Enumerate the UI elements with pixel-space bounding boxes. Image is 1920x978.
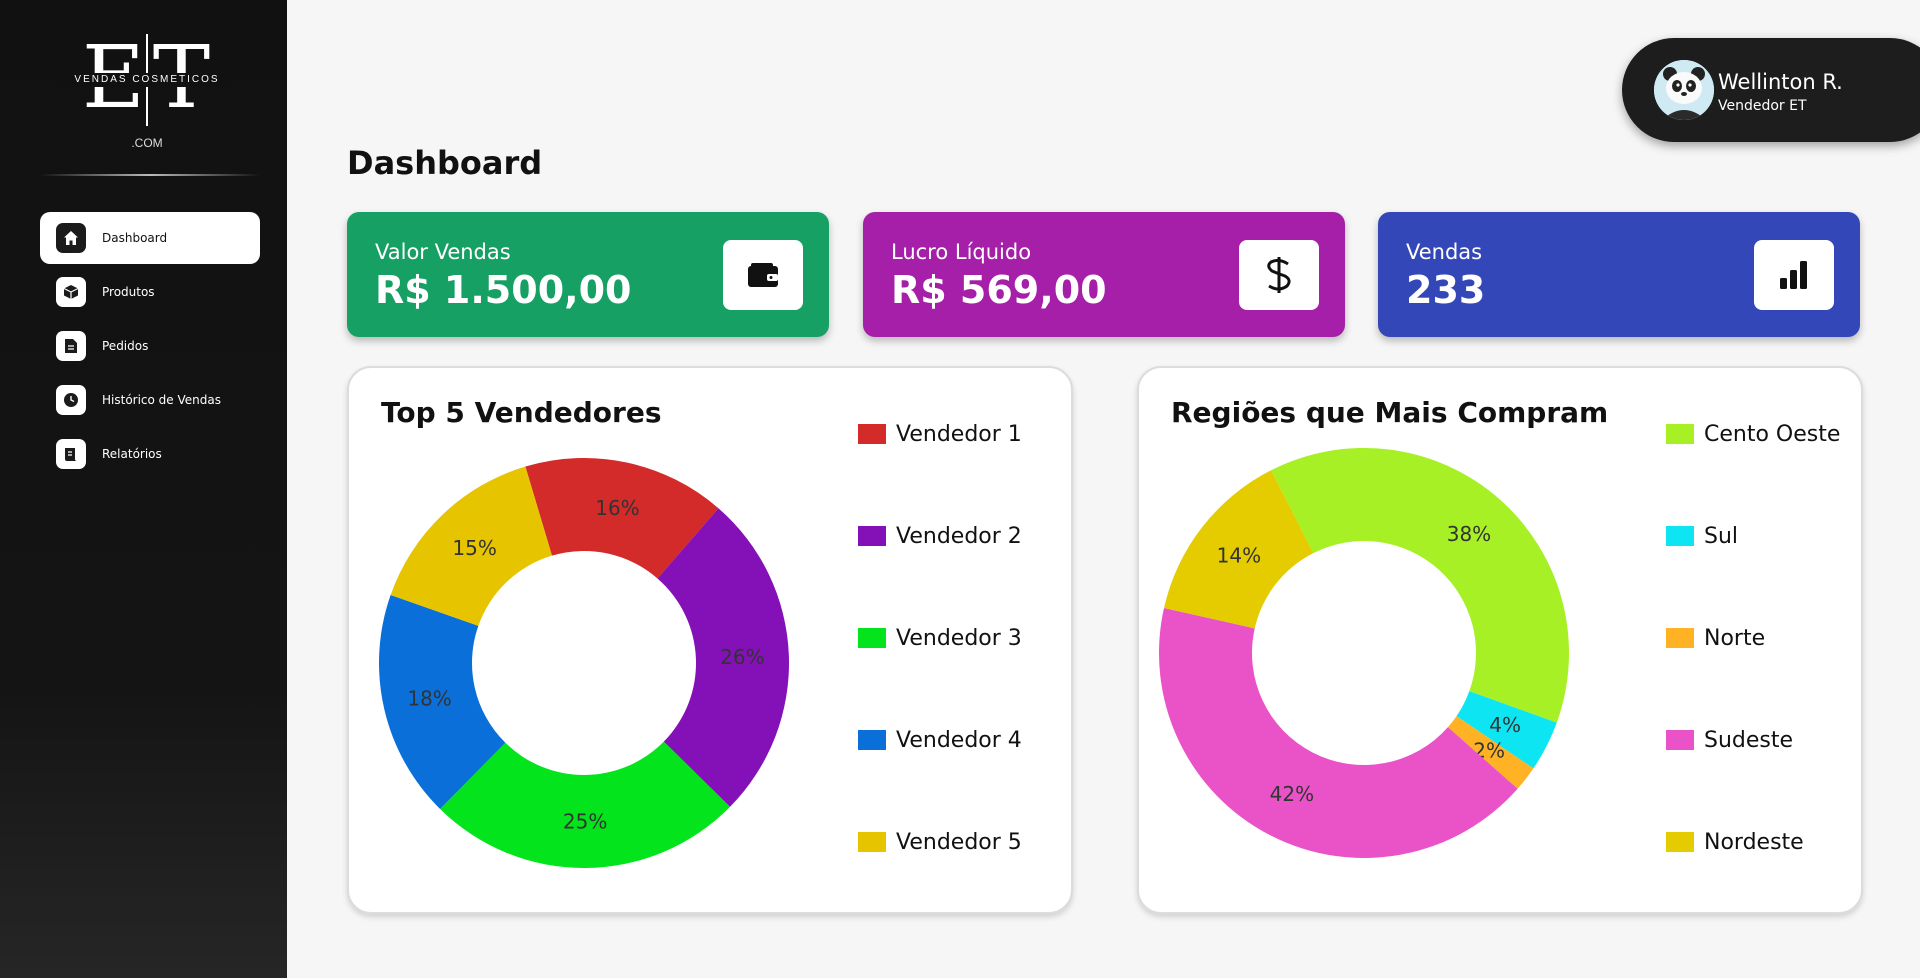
data-label-sul: 4% [1489, 713, 1521, 737]
clock-icon [56, 385, 86, 415]
sidebar-item-relatorios[interactable]: Relatórios [40, 428, 260, 480]
chart-panel-regioes: Regiões que Mais Compram 38% 4% 2% 42% 14% C… [1137, 366, 1863, 914]
kpi-label: Lucro Líquido [891, 240, 1032, 264]
avatar [1654, 60, 1714, 120]
legend-item-sul[interactable]: Sul [1666, 523, 1739, 549]
data-label-vendedor-1: 16% [595, 496, 639, 520]
legend-swatch [858, 832, 886, 852]
legend-item-vendedor-2[interactable]: Vendedor 2 [858, 523, 1022, 549]
slice-vendedor-3[interactable] [440, 741, 731, 868]
chart-title: Top 5 Vendedores [381, 396, 662, 429]
data-label-vendedor-4: 18% [407, 687, 451, 711]
legend-swatch [1666, 526, 1694, 546]
data-label-sudeste: 42% [1270, 782, 1314, 806]
wallet-icon [723, 240, 803, 310]
legend-swatch [1666, 424, 1694, 444]
legend-item-sudeste[interactable]: Sudeste [1666, 727, 1794, 753]
brand-logo[interactable]: ET VENDAS COSMETICOS .COM [62, 28, 232, 158]
legend-swatch [1666, 628, 1694, 648]
legend-label: Vendedor 1 [896, 421, 1022, 447]
donut-chart-vendedores: 16% 26% 25% 18% 15% [379, 458, 789, 868]
sidebar-item-produtos[interactable]: Produtos [40, 266, 260, 318]
legend-label: Sul [1704, 523, 1739, 549]
page-title: Dashboard [347, 144, 543, 182]
slice-vendedor-4[interactable] [379, 594, 506, 810]
kpi-label: Vendas [1406, 240, 1483, 264]
sidebar-item-dashboard[interactable]: Dashboard [40, 212, 260, 264]
legend-label: Vendedor 5 [896, 829, 1022, 855]
chart-panel-top-vendedores: Top 5 Vendedores 16% 26% 25% 18% 15% Vendedo… [347, 366, 1073, 914]
kpi-label: Valor Vendas [375, 240, 511, 264]
legend-item-nordeste[interactable]: Nordeste [1666, 829, 1804, 855]
data-label-nordeste: 14% [1217, 544, 1261, 568]
kpi-card-vendas: Vendas 233 [1378, 212, 1860, 337]
legend-label: Cento Oeste [1704, 421, 1841, 447]
kpi-value: R$ 569,00 [891, 268, 1107, 312]
donut-chart-regioes: 38%4%2%42%14% [1159, 448, 1569, 858]
legend-swatch [858, 628, 886, 648]
slice-nordeste[interactable] [1163, 470, 1314, 629]
legend-item-cento-oeste[interactable]: Cento Oeste [1666, 421, 1841, 447]
kpi-value: R$ 1.500,00 [375, 268, 632, 312]
sidebar-divider [40, 174, 260, 176]
bar-chart-icon [1754, 240, 1834, 310]
legend-swatch [858, 526, 886, 546]
user-name: Wellinton R. [1718, 70, 1843, 94]
home-icon [56, 223, 86, 253]
sidebar-item-label: Dashboard [102, 231, 168, 245]
panda-avatar-icon [1654, 60, 1714, 120]
slice-sudeste[interactable] [1159, 608, 1518, 858]
sidebar-item-label: Histórico de Vendas [102, 393, 221, 407]
report-icon [56, 439, 86, 469]
legend-item-vendedor-3[interactable]: Vendedor 3 [858, 625, 1022, 651]
kpi-card-lucro-liquido: Lucro Líquido R$ 569,00 [863, 212, 1345, 337]
legend-label: Sudeste [1704, 727, 1794, 753]
sidebar: ET VENDAS COSMETICOS .COM Dashboard Prod… [0, 0, 287, 978]
legend-item-norte[interactable]: Norte [1666, 625, 1766, 651]
slice-vendedor-2[interactable] [657, 508, 789, 807]
legend-label: Vendedor 3 [896, 625, 1022, 651]
data-label-vendedor-3: 25% [563, 809, 607, 833]
kpi-value: 233 [1406, 268, 1486, 312]
sidebar-item-label: Pedidos [102, 339, 149, 353]
slice-vendedor-5[interactable] [390, 466, 552, 626]
legend-label: Vendedor 4 [896, 727, 1022, 753]
data-label-vendedor-5: 15% [452, 536, 496, 560]
logo-tagline: VENDAS COSMETICOS [62, 73, 232, 87]
legend-swatch [1666, 832, 1694, 852]
legend-label: Nordeste [1704, 829, 1804, 855]
user-profile[interactable]: Wellinton R. Vendedor ET [1622, 38, 1920, 142]
slice-cento-oeste[interactable] [1271, 448, 1569, 723]
sidebar-item-label: Produtos [102, 285, 155, 299]
legend-item-vendedor-5[interactable]: Vendedor 5 [858, 829, 1022, 855]
legend-swatch [1666, 730, 1694, 750]
legend-item-vendedor-4[interactable]: Vendedor 4 [858, 727, 1022, 753]
logo-suffix: .COM [131, 136, 163, 150]
sidebar-item-pedidos[interactable]: Pedidos [40, 320, 260, 372]
sidebar-item-historico[interactable]: Histórico de Vendas [40, 374, 260, 426]
data-label-cento-oeste: 38% [1447, 522, 1491, 546]
legend-label: Vendedor 2 [896, 523, 1022, 549]
legend-swatch [858, 424, 886, 444]
user-role: Vendedor ET [1718, 98, 1807, 114]
chart-title: Regiões que Mais Compram [1171, 396, 1609, 429]
sidebar-nav: Dashboard Produtos Pedidos Histórico de … [40, 212, 260, 482]
data-label-vendedor-2: 26% [720, 645, 764, 669]
kpi-card-valor-vendas: Valor Vendas R$ 1.500,00 [347, 212, 829, 337]
sidebar-item-label: Relatórios [102, 447, 162, 461]
slice-sul[interactable] [1456, 691, 1557, 769]
legend-item-vendedor-1[interactable]: Vendedor 1 [858, 421, 1022, 447]
box-icon [56, 277, 86, 307]
slice-norte[interactable] [1447, 716, 1534, 789]
legend-swatch [858, 730, 886, 750]
document-icon [56, 331, 86, 361]
slice-vendedor-1[interactable] [525, 458, 719, 579]
dollar-icon [1239, 240, 1319, 310]
legend-label: Norte [1704, 625, 1766, 651]
